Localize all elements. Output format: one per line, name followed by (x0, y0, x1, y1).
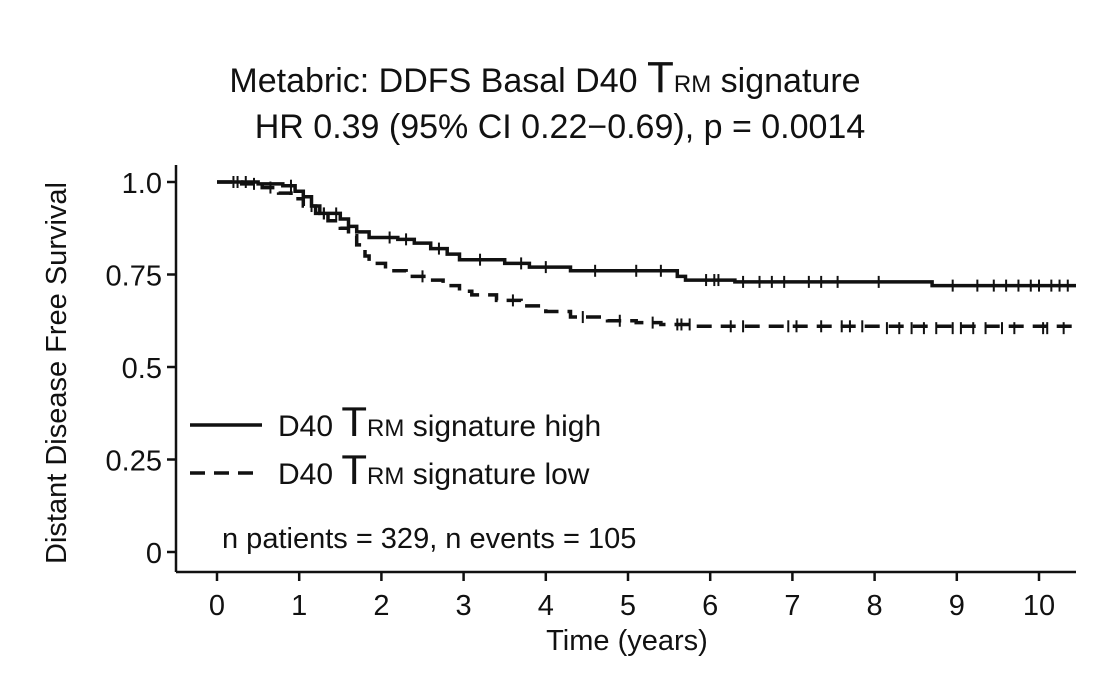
axes (174, 165, 1076, 574)
survival-curves (217, 176, 1078, 335)
y-tick-label: 0.75 (106, 261, 162, 293)
x-tick-label: 2 (373, 590, 389, 622)
y-tick-label: 0.5 (122, 353, 162, 385)
x-tick-label: 10 (1023, 590, 1055, 622)
x-axis-ticks: 0 1 2 3 4 5 6 7 8 9 10 (209, 572, 1055, 622)
legend-label-high: D40 TRM signature high (278, 398, 601, 445)
x-tick-label: 4 (538, 590, 554, 622)
x-axis-label: Time (years) (546, 625, 708, 657)
patients-events-annotation: n patients = 329, n events = 105 (222, 523, 636, 555)
x-tick-label: 5 (620, 590, 636, 622)
chart-title-line2: HR 0.39 (95% CI 0.22−0.69), p = 0.0014 (255, 108, 866, 146)
legend: D40 TRM signature high D40 TRM signature… (190, 398, 601, 493)
x-tick-label: 1 (291, 590, 307, 622)
y-tick-label: 0 (146, 538, 162, 570)
x-tick-label: 7 (784, 590, 800, 622)
chart-title-line1: Metabric: DDFS Basal D40 TRM signature (229, 53, 860, 102)
x-tick-label: 6 (702, 590, 718, 622)
survival-curve-low (217, 180, 1078, 329)
legend-label-low: D40 TRM signature low (278, 446, 590, 493)
y-tick-label: 1.0 (122, 168, 162, 200)
x-tick-label: 8 (867, 590, 883, 622)
survival-curve-high (217, 180, 1076, 288)
y-axis-label: Distant Disease Free Survival (41, 182, 73, 564)
x-tick-label: 9 (949, 590, 965, 622)
x-tick-label: 3 (456, 590, 472, 622)
y-tick-label: 0.25 (106, 446, 162, 478)
x-tick-label: 0 (209, 590, 225, 622)
y-axis-ticks: 0 0.25 0.5 0.75 1.0 (106, 168, 176, 570)
